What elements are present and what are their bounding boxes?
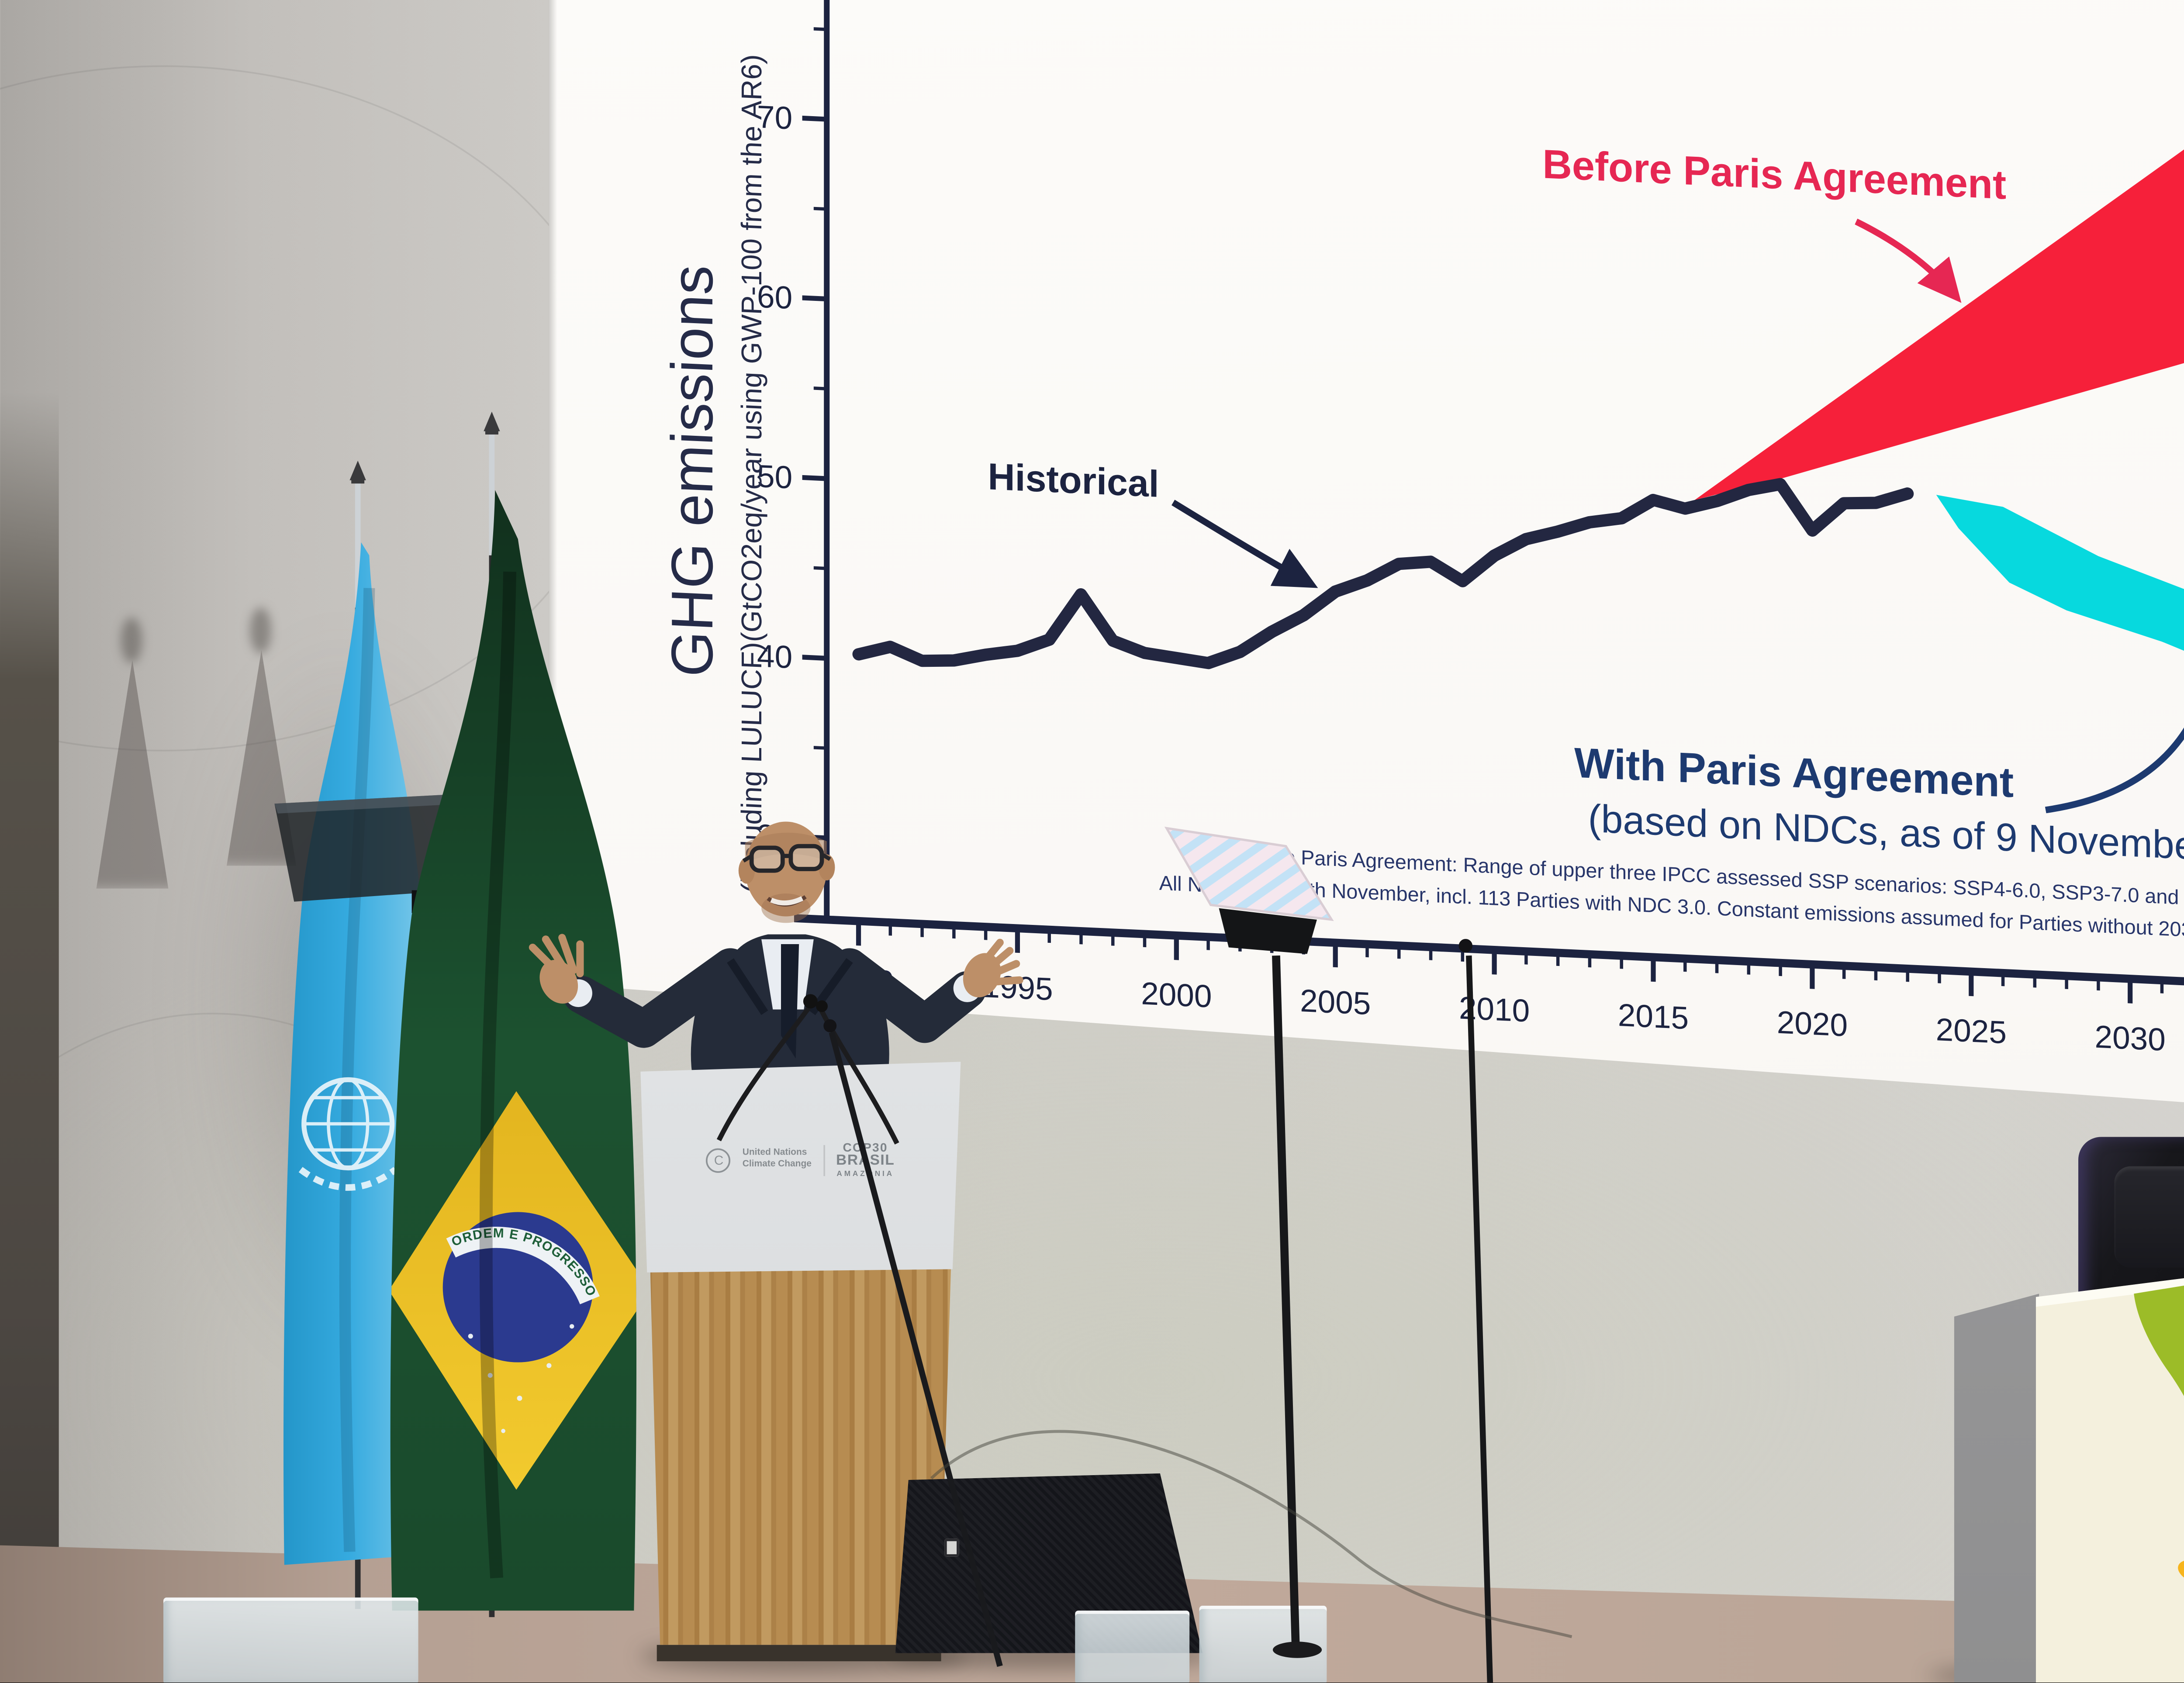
x-tick-label-2005: 2005 [1299, 983, 1370, 1021]
x-axis [793, 914, 2184, 990]
y-axis-subtitle: (including LULUCF)(GtCO2eq/year using GW… [735, 53, 767, 893]
flag-finial-shadow-knob [250, 607, 271, 654]
podium-base [657, 1645, 941, 1662]
acrylic-base [1075, 1611, 1190, 1683]
speaker-head [738, 821, 835, 923]
acrylic-flag-base [163, 1597, 418, 1683]
stage-left-dark-edge [0, 392, 59, 1683]
y-tick-label-50: 50 [756, 459, 791, 496]
x-tick-label-2020: 2020 [1776, 1005, 1847, 1043]
chair-headrest [2114, 1166, 2184, 1268]
y-tick [801, 115, 826, 122]
desk-artwork [2035, 1235, 2184, 1683]
un-emblem [298, 1077, 397, 1191]
band-with-paris [1935, 495, 2184, 694]
y-tick-label-70: 70 [756, 99, 791, 136]
mic-capsule [803, 994, 818, 1009]
y-tick-label-60: 60 [756, 279, 791, 316]
podium-un-line2: Climate Change [742, 1159, 812, 1170]
podium-mic-right [816, 1004, 899, 1145]
podium-mic-left [716, 1006, 811, 1142]
annotation-historical: Historical [987, 455, 1158, 505]
before-paris-arrow [1854, 218, 1961, 303]
boom-mic-stand [829, 1031, 1003, 1667]
x-tick-label-2000: 2000 [1140, 976, 1211, 1014]
mic-capsule [816, 1000, 828, 1012]
y-tick [812, 207, 826, 211]
podium-un-line1: United Nations [742, 1149, 807, 1159]
y-tick-label-40: 40 [756, 638, 791, 675]
cop30-desk [2035, 1235, 2184, 1683]
logo-divider [823, 1144, 825, 1176]
x-tick-label-2015: 2015 [1617, 997, 1688, 1036]
cop30-line3: AMAZÔNIA [836, 1169, 894, 1177]
brazil-flag: ORDEM E PROGRESSO [390, 411, 637, 1617]
floor-cable [930, 1430, 1572, 1638]
historical-arrow [1171, 500, 1317, 588]
y-tick [801, 295, 826, 302]
center-teleprompter [1164, 827, 1334, 1658]
y-tick [801, 655, 826, 661]
y-tick [812, 386, 826, 391]
monitor-logo-badge [944, 1538, 959, 1557]
brazil-flag-finial [484, 411, 500, 435]
x-tick-label-2025: 2025 [1935, 1012, 2006, 1050]
y-tick [801, 475, 826, 481]
historical-line [851, 478, 1913, 669]
y-axis-title: GHG emissions [658, 263, 724, 678]
right-mic-capsule [1458, 939, 1473, 953]
unfccc-logo-icon: C [706, 1147, 731, 1172]
x-tick-label-2030: 2030 [2094, 1019, 2165, 1058]
right-mic-stand [1466, 955, 1493, 1683]
speaker-figure [529, 821, 1023, 1078]
boom-mic-capsule [823, 1019, 837, 1033]
with-paris-arrow [2044, 641, 2184, 814]
emissions-chart: 1990199520002005201020152020202520302035… [658, 0, 2184, 1058]
un-flag-finial [349, 460, 366, 484]
speaker-glasses [742, 844, 831, 873]
flag-finial-shadow-knob [121, 617, 142, 663]
